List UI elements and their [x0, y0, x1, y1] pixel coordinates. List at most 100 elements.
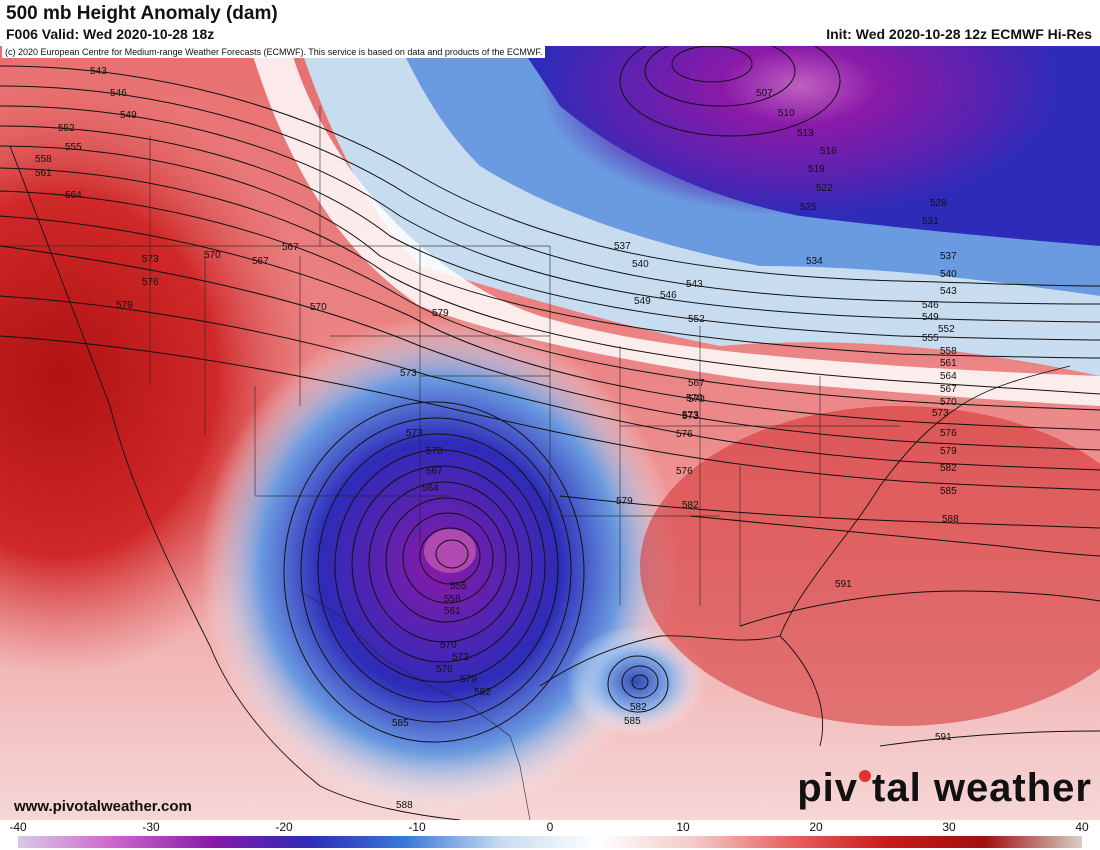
contour-label: 567: [426, 466, 443, 477]
contour-label: 519: [808, 164, 825, 175]
contour-label: 570: [688, 394, 705, 405]
contour-label: 558: [940, 346, 957, 357]
contour-label: 510: [778, 108, 795, 119]
contour-label: 567: [688, 378, 705, 389]
contour-label: 561: [444, 606, 461, 617]
contour-label: 585: [624, 716, 641, 727]
contour-label: 567: [940, 384, 957, 395]
colorbar-tick: -30: [142, 820, 160, 834]
height-contours: [0, 46, 1100, 747]
colorbar-tick: -20: [275, 820, 293, 834]
contour-label: 507: [756, 88, 773, 99]
contour-label: 543: [686, 279, 703, 290]
contour-label: 525: [800, 202, 817, 213]
contour-label: 549: [120, 110, 137, 121]
contour-label: 564: [940, 371, 957, 382]
contour-label: 540: [940, 269, 957, 280]
southeast-ridge: [640, 406, 1100, 726]
contour-label: 555: [922, 333, 939, 344]
colorbar-strip: [18, 836, 1082, 848]
colorbar-tick: 10: [676, 820, 690, 834]
copyright-notice: (c) 2020 European Centre for Medium-rang…: [2, 46, 546, 58]
contour-label: 576: [940, 428, 957, 439]
contour-label: 570: [686, 393, 703, 404]
map-canvas: 543 546 549 552 555 558 561 564 567 570 …: [0, 46, 1100, 820]
northern-low: [540, 46, 1060, 216]
weather-map[interactable]: 543 546 549 552 555 558 561 564 567 570 …: [0, 46, 1100, 820]
contour-label: 537: [940, 251, 957, 262]
contour-label: 558: [444, 594, 461, 605]
contour-label: 591: [835, 579, 852, 590]
contour-label: 528: [930, 198, 947, 209]
contour-label: 522: [816, 183, 833, 194]
contour-label: 555: [65, 142, 82, 153]
valid-time: F006 Valid: Wed 2020-10-28 18z: [6, 26, 215, 42]
contour-label: 567: [282, 242, 299, 253]
colorbar-tick: 0: [546, 820, 554, 834]
logo-dot-icon: [859, 770, 872, 783]
coastlines: [9, 145, 1071, 820]
contour-label: 552: [688, 314, 705, 325]
contour-label: 573: [682, 410, 699, 421]
pivotal-weather-logo: piv tal weather: [797, 766, 1092, 811]
contour-label: 534: [806, 256, 823, 267]
contour-label: 573: [452, 652, 469, 663]
contour-label: 576: [436, 664, 453, 675]
contour-label: 516: [820, 146, 837, 157]
contour-label: 570: [440, 640, 457, 651]
init-time: Init: Wed 2020-10-28 12z ECMWF Hi-Res: [826, 26, 1092, 42]
contour-label: 573: [406, 428, 423, 439]
contour-labels: 543 546 549 552 555 558 561 564 567 570 …: [35, 66, 959, 811]
website-url[interactable]: www.pivotalweather.com: [14, 798, 192, 815]
neutral-band: [250, 46, 1100, 406]
header: 500 mb Height Anomaly (dam) F006 Valid: …: [0, 0, 1100, 46]
contour-label: 543: [90, 66, 107, 77]
contour-label: 588: [942, 514, 959, 525]
contour-label: 570: [426, 446, 443, 457]
contour-label: 513: [797, 128, 814, 139]
contour-label: 573: [142, 254, 159, 265]
contour-label: 582: [682, 500, 699, 511]
contour-label: 543: [940, 286, 957, 297]
contour-label: 552: [58, 123, 75, 134]
contour-label: 591: [935, 732, 952, 743]
contour-label: 546: [922, 300, 939, 311]
colorbar-tick: -10: [408, 820, 426, 834]
contour-label: 549: [922, 312, 939, 323]
contour-label: 555: [450, 581, 467, 592]
contour-label: 579: [460, 674, 477, 685]
colorbar: -40 -30 -20 -10 0 10 20 30 40: [0, 820, 1100, 850]
contour-label: 582: [474, 687, 491, 698]
contour-label: 567: [252, 256, 269, 267]
colorbar-tick: 20: [809, 820, 823, 834]
contour-label: 579: [432, 308, 449, 319]
contour-label: 552: [938, 324, 955, 335]
contour-label: 561: [35, 168, 52, 179]
logo-text-start: piv: [797, 766, 859, 810]
contour-label: 570: [204, 250, 221, 261]
contour-label: 576: [676, 429, 693, 440]
contour-label: 546: [660, 290, 677, 301]
contour-label: 564: [422, 483, 439, 494]
contour-label: 537: [614, 241, 631, 252]
contour-label: 579: [116, 300, 133, 311]
contour-label: 585: [392, 718, 409, 729]
contour-label: 570: [310, 302, 327, 313]
contour-label: 564: [65, 190, 82, 201]
contour-label: 579: [616, 496, 633, 507]
contour-label: 549: [634, 296, 651, 307]
map-title: 500 mb Height Anomaly (dam): [6, 3, 278, 24]
state-borders: [0, 106, 900, 820]
colorbar-tick: 40: [1075, 820, 1089, 834]
colorbar-tick: 30: [942, 820, 956, 834]
contour-label: 573: [682, 411, 699, 422]
contour-label: 579: [940, 446, 957, 457]
contour-label: 558: [35, 154, 52, 165]
contour-label: 573: [932, 408, 949, 419]
contour-label: 585: [940, 486, 957, 497]
contour-label: 561: [940, 358, 957, 369]
contour-label: 582: [940, 463, 957, 474]
contour-label: 546: [110, 88, 127, 99]
colorbar-tick: -40: [9, 820, 27, 834]
contour-label: 531: [922, 216, 939, 227]
